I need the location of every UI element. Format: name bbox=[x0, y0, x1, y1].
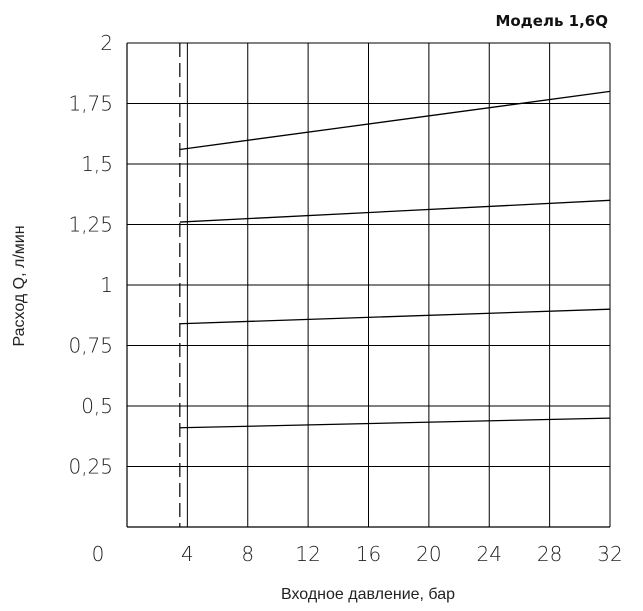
y-tick-label: 1,75 bbox=[68, 92, 113, 116]
origin-label: 0 bbox=[92, 542, 105, 566]
y-tick-labels: 0,25 0,5 0,75 1 1,25 1,5 1,75 2 bbox=[68, 31, 113, 479]
x-tick-label: 12 bbox=[295, 542, 320, 566]
series-line-2 bbox=[179, 308, 611, 325]
axes bbox=[126, 43, 610, 528]
series-group bbox=[179, 90, 611, 429]
grid bbox=[127, 42, 611, 527]
x-tick-label: 16 bbox=[356, 542, 381, 566]
x-tick-label: 24 bbox=[477, 542, 502, 566]
x-tick-label: 28 bbox=[537, 542, 562, 566]
series-line-4 bbox=[179, 90, 611, 151]
x-tick-label: 20 bbox=[416, 542, 441, 566]
x-axis-title: Входное давление, бар bbox=[281, 586, 455, 603]
y-tick-label: 0,5 bbox=[81, 394, 113, 418]
x-tick-labels: 4 8 12 16 20 24 28 32 bbox=[181, 542, 623, 566]
y-tick-label: 0,25 bbox=[68, 455, 113, 479]
y-axis-title: Расход Q, л/мин bbox=[11, 225, 28, 346]
y-tick-label: 1 bbox=[100, 273, 113, 297]
y-tick-label: 1,25 bbox=[68, 213, 113, 237]
chart-title: Модель 1,6Q bbox=[495, 12, 608, 30]
series-line-1 bbox=[179, 417, 611, 429]
y-tick-label: 2 bbox=[100, 31, 113, 55]
x-tick-label: 32 bbox=[597, 542, 622, 566]
x-tick-label: 4 bbox=[181, 542, 194, 566]
x-tick-label: 8 bbox=[241, 542, 254, 566]
y-tick-label: 0,75 bbox=[68, 334, 113, 358]
y-tick-label: 1,5 bbox=[81, 152, 113, 176]
series-line-3 bbox=[179, 199, 611, 223]
